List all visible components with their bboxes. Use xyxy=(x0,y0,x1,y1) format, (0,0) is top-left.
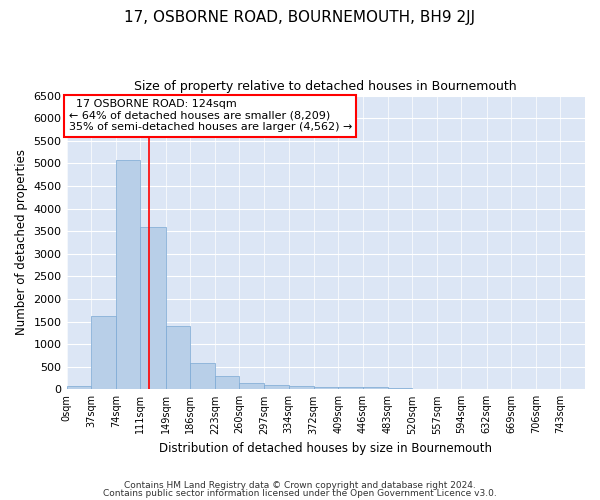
Text: 17 OSBORNE ROAD: 124sqm  
← 64% of detached houses are smaller (8,209)
35% of se: 17 OSBORNE ROAD: 124sqm ← 64% of detache… xyxy=(68,99,352,132)
Bar xyxy=(239,382,264,390)
Bar xyxy=(166,326,190,390)
Bar xyxy=(215,376,239,390)
Title: Size of property relative to detached houses in Bournemouth: Size of property relative to detached ho… xyxy=(134,80,517,93)
X-axis label: Distribution of detached houses by size in Bournemouth: Distribution of detached houses by size … xyxy=(159,442,492,455)
Bar xyxy=(264,385,289,390)
Bar xyxy=(140,227,166,390)
Y-axis label: Number of detached properties: Number of detached properties xyxy=(15,150,28,336)
Text: Contains public sector information licensed under the Open Government Licence v3: Contains public sector information licen… xyxy=(103,488,497,498)
Bar xyxy=(412,388,437,390)
Bar xyxy=(91,316,116,390)
Bar xyxy=(363,388,388,390)
Bar xyxy=(67,386,91,390)
Bar xyxy=(190,364,215,390)
Text: 17, OSBORNE ROAD, BOURNEMOUTH, BH9 2JJ: 17, OSBORNE ROAD, BOURNEMOUTH, BH9 2JJ xyxy=(124,10,476,25)
Bar xyxy=(116,160,140,390)
Bar xyxy=(388,388,412,390)
Bar xyxy=(289,386,314,390)
Text: Contains HM Land Registry data © Crown copyright and database right 2024.: Contains HM Land Registry data © Crown c… xyxy=(124,481,476,490)
Bar xyxy=(338,387,363,390)
Bar xyxy=(314,387,338,390)
